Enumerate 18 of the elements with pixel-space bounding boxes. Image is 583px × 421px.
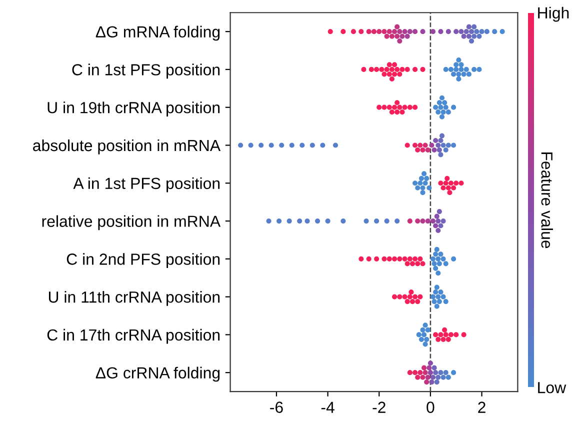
x-tick-label: -2 (372, 402, 386, 413)
color-bar-label: Low (538, 382, 566, 394)
y-tick-label: C in 1st PFS position (72, 64, 220, 79)
color-bar-label: High (538, 6, 569, 22)
y-tick-label: A in 1st PFS position (73, 177, 220, 192)
y-tick-label: C in 17th crRNA position (47, 328, 220, 344)
x-tick-label: -6 (270, 402, 283, 413)
y-tick-label: U in 11th crRNA position (48, 291, 220, 306)
y-tick-label: C in 2nd PFS position (66, 253, 220, 268)
color-bar-title: Feature value (541, 152, 553, 248)
y-tick-label: absolute position in mRNA (33, 139, 221, 154)
x-tick-label: 0 (426, 402, 434, 413)
y-tick-label: relative position in mRNA (42, 215, 221, 230)
y-tick-label: ΔG crRNA folding (96, 366, 220, 382)
x-tick-label: -4 (321, 402, 334, 413)
y-tick-label: U in 19th crRNA position (48, 102, 220, 116)
x-tick-label: 2 (478, 402, 486, 413)
y-tick-label: ΔG mRNA folding (96, 26, 220, 41)
